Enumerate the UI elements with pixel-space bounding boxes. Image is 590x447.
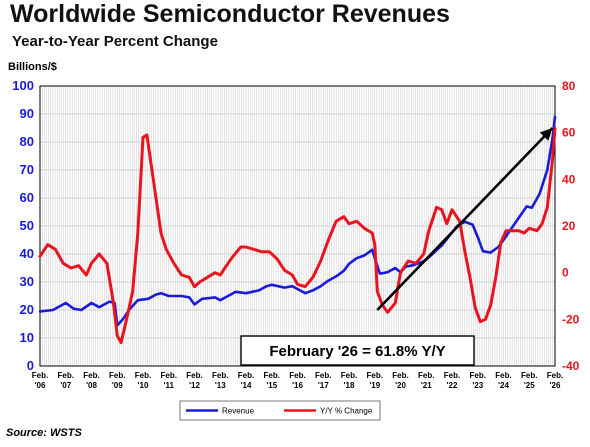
annotation-arrowhead xyxy=(539,128,553,141)
annotation-text: February '26 = 61.8% Y/Y xyxy=(269,343,445,360)
left-tick-label: 0 xyxy=(27,358,34,373)
right-tick-label: -20 xyxy=(562,312,580,326)
legend-label-yy-change: Y/Y % Change xyxy=(320,407,373,416)
x-tick-label-bottom: '26 xyxy=(550,381,561,390)
x-tick-label-top: Feb. xyxy=(58,371,74,380)
chart-subtitle: Year-to-Year Percent Change xyxy=(12,33,218,50)
x-tick-label-top: Feb. xyxy=(186,371,202,380)
left-tick-label: 30 xyxy=(20,274,34,289)
left-tick-label: 70 xyxy=(20,162,34,177)
x-tick-label-bottom: '20 xyxy=(395,381,406,390)
x-tick-label-top: Feb. xyxy=(238,371,254,380)
left-tick-label: 10 xyxy=(20,330,34,345)
x-tick-label-top: Feb. xyxy=(315,371,331,380)
x-tick-label-bottom: '25 xyxy=(524,381,535,390)
annotation-box xyxy=(240,335,475,366)
x-tick-label-top: Feb. xyxy=(109,371,125,380)
left-tick-label: 100 xyxy=(12,78,34,93)
x-tick-label-top: Feb. xyxy=(289,371,305,380)
left-tick-label: 90 xyxy=(20,106,34,121)
yy-change-line xyxy=(38,127,557,345)
x-tick-label-bottom: '08 xyxy=(86,381,97,390)
x-tick-label-bottom: '15 xyxy=(266,381,277,390)
right-tick-label: 60 xyxy=(562,126,576,140)
x-tick-label-bottom: '21 xyxy=(421,381,432,390)
x-tick-label-top: Feb. xyxy=(212,371,228,380)
left-tick-label: 40 xyxy=(20,246,34,261)
legend-box xyxy=(179,400,381,421)
chart-title: Worldwide Semiconductor Revenues xyxy=(10,0,450,28)
x-tick-label-bottom: '23 xyxy=(472,381,483,390)
x-tick-label-bottom: '18 xyxy=(344,381,355,390)
x-tick-label-bottom: '12 xyxy=(189,381,200,390)
right-tick-label: 80 xyxy=(562,79,576,93)
x-tick-label-top: Feb. xyxy=(135,371,151,380)
x-tick-label-top: Feb. xyxy=(521,371,537,380)
x-tick-label-top: Feb. xyxy=(83,371,99,380)
x-tick-label-top: Feb. xyxy=(392,371,408,380)
left-tick-label: 50 xyxy=(20,218,34,233)
annotation-arrow-line xyxy=(376,127,554,311)
x-tick-label-top: Feb. xyxy=(341,371,357,380)
right-tick-label: 40 xyxy=(562,172,576,186)
x-tick-label-bottom: '14 xyxy=(241,381,252,390)
x-tick-label-bottom: '13 xyxy=(215,381,226,390)
x-tick-label-top: Feb. xyxy=(444,371,460,380)
x-tick-label-bottom: '24 xyxy=(498,381,509,390)
x-tick-label-top: Feb. xyxy=(264,371,280,380)
left-tick-label: 60 xyxy=(20,190,34,205)
x-tick-label-top: Feb. xyxy=(470,371,486,380)
x-tick-label-top: Feb. xyxy=(161,371,177,380)
x-tick-label-bottom: '17 xyxy=(318,381,329,390)
right-tick-label: 0 xyxy=(562,266,569,280)
right-tick-label: -40 xyxy=(562,359,580,373)
x-tick-label-bottom: '06 xyxy=(35,381,46,390)
left-tick-label: 20 xyxy=(20,302,34,317)
x-tick-label-top: Feb. xyxy=(367,371,383,380)
x-tick-label-top: Feb. xyxy=(418,371,434,380)
source-note: Source: WSTS xyxy=(6,427,82,439)
left-tick-label: 80 xyxy=(20,134,34,149)
plot-border xyxy=(39,85,556,367)
x-tick-label-bottom: '07 xyxy=(60,381,71,390)
left-axis-label: Billions/$ xyxy=(8,61,57,73)
x-tick-label-bottom: '11 xyxy=(164,381,175,390)
x-tick-label-bottom: '09 xyxy=(112,381,123,390)
x-tick-label-bottom: '19 xyxy=(369,381,380,390)
revenue-line xyxy=(38,115,557,327)
x-tick-label-top: Feb. xyxy=(32,371,48,380)
x-tick-label-top: Feb. xyxy=(547,371,563,380)
x-tick-label-bottom: '22 xyxy=(447,381,458,390)
x-tick-label-bottom: '10 xyxy=(138,381,149,390)
right-tick-label: 20 xyxy=(562,219,576,233)
legend-label-revenue: Revenue xyxy=(222,407,255,416)
x-tick-label-top: Feb. xyxy=(495,371,511,380)
x-tick-label-bottom: '16 xyxy=(292,381,303,390)
